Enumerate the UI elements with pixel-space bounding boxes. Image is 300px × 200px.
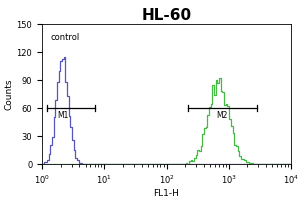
Text: M1: M1 bbox=[57, 111, 69, 120]
Text: control: control bbox=[50, 33, 80, 42]
Text: M2: M2 bbox=[217, 111, 228, 120]
Y-axis label: Counts: Counts bbox=[5, 78, 14, 110]
Title: HL-60: HL-60 bbox=[141, 8, 192, 23]
X-axis label: FL1-H: FL1-H bbox=[154, 189, 179, 198]
